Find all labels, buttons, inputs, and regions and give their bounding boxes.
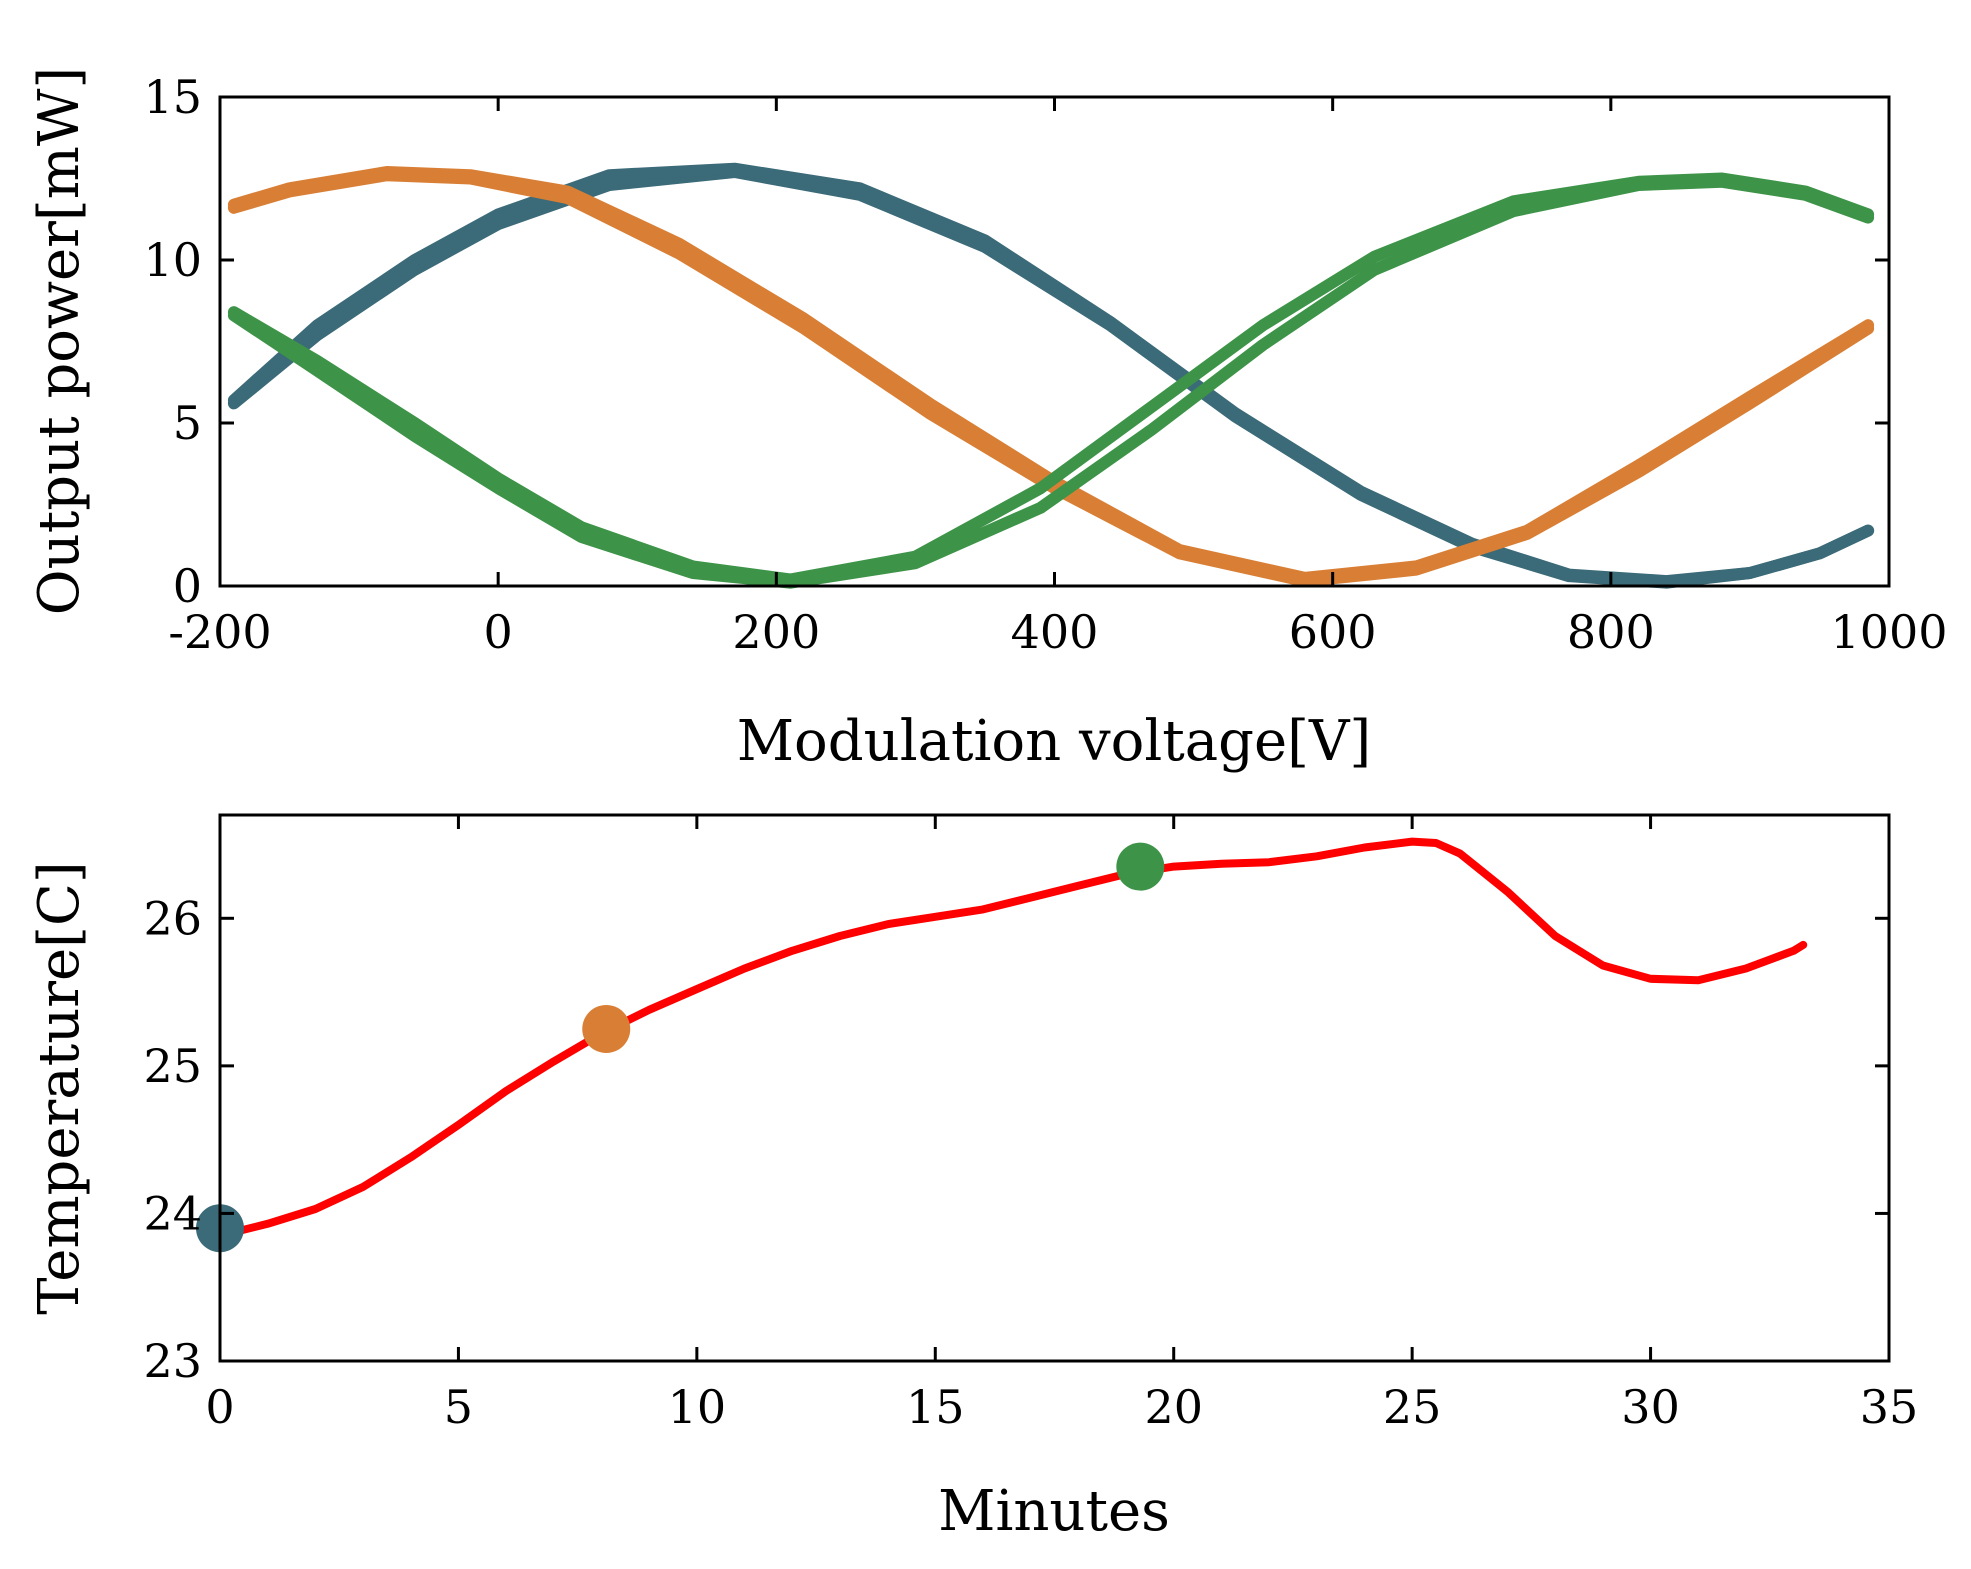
x-tick-label: 400	[1011, 605, 1099, 659]
x-tick-label: 800	[1567, 605, 1655, 659]
y-tick-label: 5	[173, 396, 202, 450]
x-tick-label: 15	[906, 1380, 965, 1434]
marker-point-2	[1116, 842, 1165, 891]
series-line-0	[227, 166, 1875, 589]
plot-lines	[196, 837, 1808, 1253]
x-tick-label: 1000	[1830, 605, 1947, 659]
x-tick-label: 20	[1144, 1380, 1203, 1434]
y-tick-label: 10	[143, 233, 202, 287]
x-tick-label: 0	[484, 605, 513, 659]
x-tick-label: 35	[1860, 1380, 1919, 1434]
x-tick-label: 0	[205, 1380, 234, 1434]
y-tick-label: 24	[143, 1186, 202, 1240]
series-line-3	[227, 166, 1875, 584]
marker-point-1	[582, 1004, 631, 1053]
x-tick-label: 30	[1621, 1380, 1680, 1434]
plot-frame	[218, 813, 1891, 1363]
series-line-1	[227, 162, 1875, 588]
y-tick-label: 15	[143, 70, 202, 124]
x-tick-label: 5	[444, 1380, 473, 1434]
y-tick-label: 0	[173, 559, 202, 613]
x-axis-label: Minutes	[938, 1479, 1170, 1544]
x-tick-label: -200	[168, 605, 271, 659]
plot-lines	[227, 162, 1875, 589]
series-line-0	[216, 837, 1808, 1240]
x-tick-label: 600	[1289, 605, 1377, 659]
y-tick-label: 23	[143, 1334, 202, 1388]
y-axis-label: Temperature[C]	[27, 861, 92, 1314]
x-tick-label: 25	[1383, 1380, 1442, 1434]
x-tick-label: 200	[732, 605, 820, 659]
temperature-plot: 0 5 10 15 20 25 30 35 23 24 25 26 Minutes Temperatu…	[27, 813, 1918, 1544]
x-axis-label: Modulation voltage[V]	[737, 709, 1372, 774]
y-axis-label: Output power[mW]	[27, 67, 92, 615]
series-line-4	[227, 175, 1875, 589]
x-tick-label: 10	[668, 1380, 727, 1434]
y-tick-label: 25	[143, 1039, 202, 1093]
y-tick-label: 26	[143, 891, 202, 945]
plot-ticks: 0 5 10 15 20 25 30 35 23 24 25 26	[143, 815, 1918, 1434]
series-line-5	[227, 172, 1875, 586]
